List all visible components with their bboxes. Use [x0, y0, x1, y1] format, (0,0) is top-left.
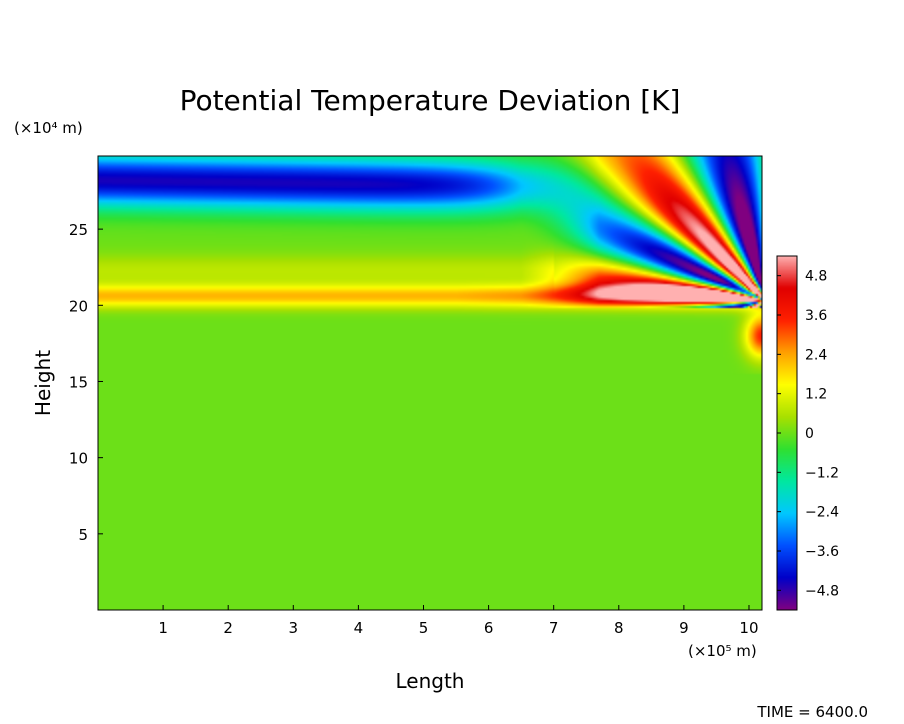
- colorbar-tick-label: 3.6: [805, 308, 827, 324]
- y-tick-label: 25: [69, 221, 88, 239]
- x-tick-label: 8: [614, 619, 624, 637]
- colorbar-tick-label: 0: [805, 426, 814, 442]
- y-axis: 5 10 15 20 25: [69, 221, 103, 544]
- colorbar-ticks: 4.8 3.6 2.4 1.2 0 −1.2 −2.4 −3.6 −4.8: [777, 269, 839, 599]
- y-tick-label: 10: [69, 450, 88, 468]
- plot-frame: [97, 155, 763, 611]
- colorbar-gradient: [777, 256, 797, 610]
- y-axis-label: Height: [31, 350, 55, 416]
- y-tick-label: 15: [69, 373, 88, 391]
- colorbar-tick-label: 1.2: [805, 387, 827, 403]
- colorbar-tick-label: −4.8: [805, 583, 839, 599]
- x-unit-label: (×10⁵ m): [688, 642, 757, 660]
- time-label: TIME = 6400.0: [756, 703, 868, 721]
- x-tick-label: 2: [223, 619, 233, 637]
- x-tick-label: 9: [679, 619, 689, 637]
- x-tick-label: 4: [354, 619, 364, 637]
- y-tick-label: 20: [69, 297, 88, 315]
- x-tick-label: 3: [289, 619, 299, 637]
- x-axis: 1 2 3 4 5 6 7 8 9 10: [158, 605, 759, 637]
- y-tick-label: 5: [78, 526, 88, 544]
- y-unit-label: (×10⁴ m): [14, 119, 83, 137]
- colorbar-tick-label: 4.8: [805, 269, 827, 285]
- plot-area: [97, 155, 763, 611]
- heatmap: [98, 156, 762, 610]
- colorbar-tick-label: −1.2: [805, 465, 839, 481]
- colorbar-tick-label: −2.4: [805, 505, 839, 521]
- chart-title: Potential Temperature Deviation [K]: [180, 84, 681, 117]
- colorbar-tick-label: −3.6: [805, 544, 839, 560]
- x-tick-label: 10: [739, 619, 758, 637]
- colorbar-tick-label: 2.4: [805, 347, 827, 363]
- colorbar: 4.8 3.6 2.4 1.2 0 −1.2 −2.4 −3.6 −4.8: [776, 255, 839, 611]
- x-tick-label: 1: [158, 619, 168, 637]
- x-tick-label: 6: [484, 619, 494, 637]
- x-tick-label: 5: [419, 619, 429, 637]
- x-axis-label: Length: [396, 669, 465, 693]
- x-tick-label: 7: [549, 619, 559, 637]
